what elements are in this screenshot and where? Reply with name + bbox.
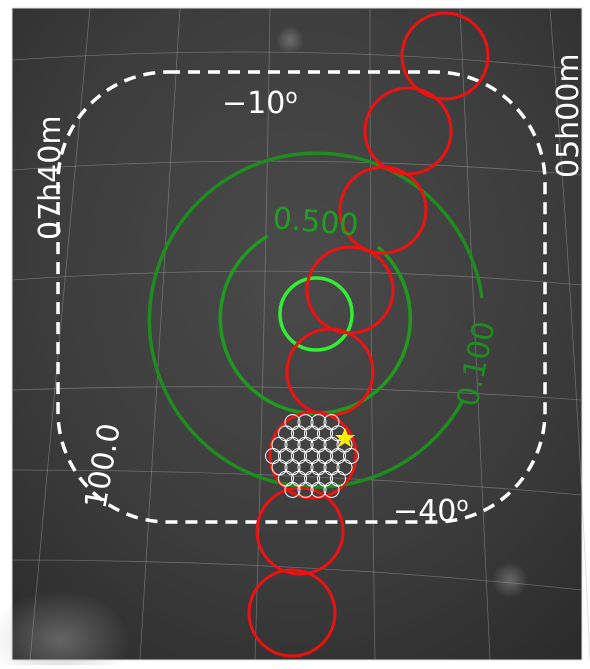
sky-map: −10o −40o 05h00m 07h40m 100.0 0.500 0.10…	[0, 0, 590, 665]
contour-label: 0.500	[271, 201, 360, 243]
ra-label: 07h40m	[33, 115, 68, 240]
ra-label: 05h00m	[551, 53, 586, 178]
star-glow	[492, 562, 528, 598]
star-glow	[276, 26, 304, 54]
